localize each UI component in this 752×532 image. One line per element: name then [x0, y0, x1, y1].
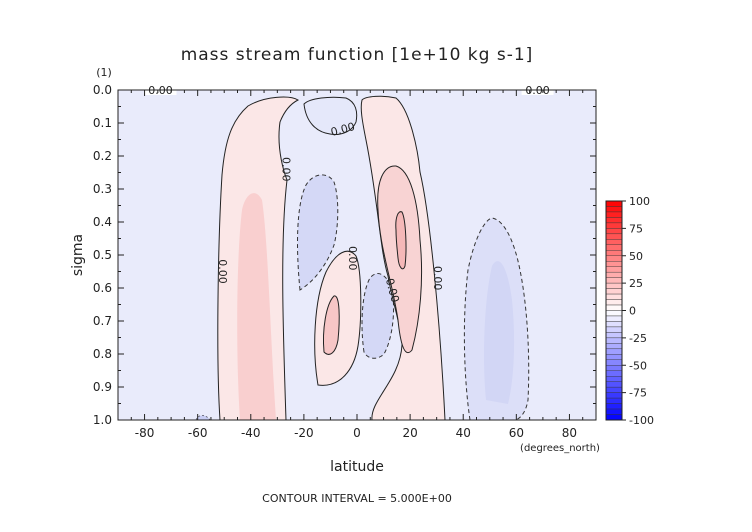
colorbar-cell: [605, 397, 623, 404]
x-tick-label: 20: [402, 426, 417, 440]
y-tick-label: 0.8: [93, 347, 112, 361]
colorbar-cell: [605, 315, 623, 322]
colorbar-cell: [605, 304, 623, 311]
contour-label: 0.00: [431, 266, 444, 291]
colorbar-cell: [605, 370, 623, 377]
colorbar-cell: [605, 381, 623, 388]
colorbar-cell: [605, 354, 623, 360]
colorbar-cell: [605, 392, 623, 399]
colorbar-cell: [605, 206, 623, 213]
colorbar-cell: [605, 299, 623, 306]
contour-label: 0.00: [280, 157, 293, 182]
colorbar-cell: [605, 332, 623, 339]
contour-label: 0.00: [329, 120, 356, 139]
colorbar-cell: [605, 310, 623, 317]
colorbar-cell: [605, 233, 623, 240]
colorbar-cell: [605, 217, 623, 224]
y-tick-label: 0.7: [93, 314, 112, 328]
colorbar-tick-label: 50: [629, 250, 643, 263]
y-axis-units: (1): [96, 66, 112, 79]
y-axis: 0.0 0.1 0.2 0.3 0.4 0.5 0.6 0.7 0.8 0.9 1.0: [93, 83, 596, 427]
y-tick-label: 0.2: [93, 149, 112, 163]
colorbar-cell: [605, 239, 623, 245]
colorbar-cell: [605, 359, 623, 366]
x-tick-label: 40: [456, 426, 471, 440]
colorbar-cell: [605, 293, 623, 300]
colorbar-tick-label: -100: [629, 414, 654, 427]
colorbar-tick-label: 75: [629, 222, 643, 235]
colorbar-cell: [605, 321, 623, 328]
colorbar-cell: [605, 326, 623, 333]
y-tick-label: 0.9: [93, 380, 112, 394]
x-tick-label: 80: [562, 426, 577, 440]
colorbar-tick-label: 0: [629, 305, 636, 318]
colorbar-cell: [605, 244, 623, 251]
chart-title: mass stream function [1e+10 kg s-1]: [181, 45, 534, 65]
x-axis-units: (degrees_north): [520, 443, 600, 454]
contour-interval-footer: CONTOUR INTERVAL = 5.000E+00: [262, 492, 452, 505]
colorbar-cell: [605, 211, 623, 218]
colorbar-tick-label: -25: [629, 332, 647, 345]
colorbar-cell: [605, 376, 623, 382]
colorbar-cell: [605, 386, 623, 393]
colorbar-cell: [605, 277, 623, 284]
colorbar-tick-label: -75: [629, 387, 647, 400]
colorbar-cell: [605, 403, 623, 410]
x-axis: -80 -60 -40 -20 0 20 40 60 80: [117, 90, 597, 440]
y-tick-label: 0.4: [93, 215, 112, 229]
y-tick-label: 0.0: [93, 83, 112, 97]
x-tick-label: -60: [188, 426, 208, 440]
positive-core-central: [323, 295, 340, 355]
colorbar-cell: [605, 271, 623, 278]
colorbar-cell: [605, 266, 623, 273]
x-tick-label: -20: [294, 426, 314, 440]
x-tick-label: 0: [353, 426, 361, 440]
y-tick-label: 1.0: [93, 413, 112, 427]
colorbar-cell: [605, 408, 623, 415]
colorbar-cell: [605, 222, 623, 229]
colorbar-cell: [605, 414, 623, 421]
colorbar: 100 75 50 25 0 -25 -50 -75 -100: [605, 195, 654, 427]
colorbar-cell: [605, 365, 623, 371]
y-tick-label: 0.3: [93, 182, 112, 196]
negative-cell-west: [297, 174, 339, 291]
x-tick-label: -80: [135, 426, 155, 440]
colorbar-cell: [605, 255, 623, 262]
x-axis-label: latitude: [330, 459, 384, 475]
colorbar-cell: [605, 200, 623, 207]
colorbar-tick-label: 100: [629, 195, 650, 208]
colorbar-cell: [605, 228, 623, 235]
colorbar-cell: [605, 282, 623, 289]
negative-core-north: [484, 261, 515, 404]
colorbar-tick-label: 25: [629, 277, 643, 290]
y-axis-label: sigma: [70, 234, 86, 276]
positive-core-south: [237, 193, 276, 420]
negative-upper-tongue: [303, 96, 358, 135]
y-tick-label: 0.6: [93, 281, 112, 295]
contour-label: 0.00: [383, 277, 402, 304]
colorbar-cell: [605, 250, 623, 256]
contour-fields: [195, 95, 530, 420]
colorbar-cell: [605, 261, 623, 267]
colorbar-cell: [605, 288, 623, 295]
colorbar-cell: [605, 343, 623, 350]
x-tick-label: 60: [509, 426, 524, 440]
contour-label: 0.00: [216, 259, 229, 284]
contour-label: 0.00: [346, 246, 359, 271]
x-tick-label: -40: [241, 426, 261, 440]
positive-max-north: [395, 211, 407, 270]
colorbar-cell: [605, 337, 623, 344]
colorbar-cell: [605, 348, 623, 355]
y-tick-label: 0.1: [93, 116, 112, 130]
y-tick-label: 0.5: [93, 248, 112, 262]
colorbar-tick-label: -50: [629, 359, 647, 372]
